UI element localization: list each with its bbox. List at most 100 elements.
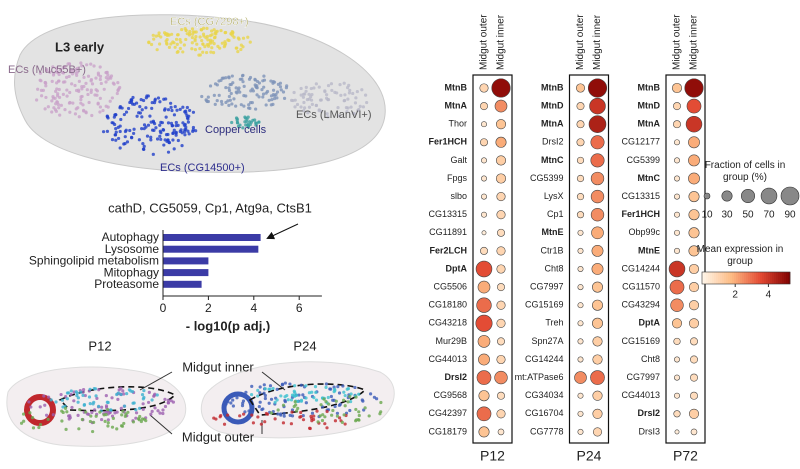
texture-dot bbox=[296, 406, 300, 411]
texture-dot bbox=[148, 114, 152, 118]
texture-dot bbox=[235, 117, 239, 121]
texture-dot bbox=[44, 95, 48, 100]
texture-dot bbox=[272, 80, 277, 84]
texture-dot bbox=[179, 40, 183, 44]
texture-dot bbox=[38, 422, 43, 427]
texture-dot bbox=[180, 143, 184, 148]
texture-dot bbox=[191, 129, 195, 133]
texture-dot bbox=[173, 45, 177, 49]
texture-dot bbox=[193, 48, 198, 52]
texture-dot bbox=[355, 89, 359, 94]
colorbar-tick-label: 4 bbox=[766, 290, 772, 301]
gene-label: CG5399 bbox=[530, 173, 564, 183]
texture-dot bbox=[243, 120, 247, 124]
texture-dot bbox=[121, 409, 125, 413]
colorbar-segment bbox=[740, 272, 743, 284]
dotplot-title: P72 bbox=[673, 448, 698, 464]
texture-dot bbox=[253, 118, 257, 122]
texture-dot bbox=[197, 53, 201, 57]
texture-dot bbox=[206, 38, 210, 42]
dot bbox=[478, 426, 490, 438]
dot bbox=[590, 189, 605, 204]
texture-dot bbox=[323, 90, 327, 94]
texture-dot bbox=[76, 66, 80, 70]
texture-dot bbox=[104, 76, 108, 80]
texture-dot bbox=[269, 397, 274, 401]
texture-dot bbox=[201, 42, 205, 46]
texture-dot bbox=[120, 413, 124, 417]
texture-dot bbox=[242, 104, 246, 108]
texture-dot bbox=[55, 87, 59, 91]
texture-dot bbox=[157, 31, 161, 35]
texture-dot bbox=[230, 33, 235, 37]
dot bbox=[577, 338, 584, 345]
texture-dot bbox=[110, 396, 114, 400]
dot bbox=[497, 337, 505, 346]
texture-dot bbox=[87, 100, 91, 105]
dot bbox=[592, 408, 603, 419]
colorbar-segment bbox=[724, 272, 727, 284]
texture-dot bbox=[152, 101, 157, 105]
texture-dot bbox=[194, 129, 198, 133]
texture-dot bbox=[100, 405, 104, 409]
texture-dot bbox=[231, 404, 235, 408]
colorbar-segment bbox=[710, 272, 713, 284]
colorbar-segment bbox=[746, 272, 749, 284]
texture-dot bbox=[155, 48, 159, 52]
texture-dot bbox=[312, 396, 316, 400]
texture-dot bbox=[164, 97, 168, 101]
dot bbox=[477, 335, 491, 348]
texture-dot bbox=[259, 422, 263, 426]
texture-dot bbox=[256, 388, 260, 392]
texture-dot bbox=[81, 387, 86, 392]
colorbar-segment bbox=[720, 272, 723, 284]
dot bbox=[495, 155, 507, 166]
texture-dot bbox=[106, 407, 110, 412]
dot bbox=[577, 356, 584, 363]
texture-dot bbox=[333, 419, 338, 423]
texture-dot bbox=[155, 137, 160, 141]
dot bbox=[674, 429, 680, 435]
texture-dot bbox=[227, 94, 231, 99]
x-tick-label: 6 bbox=[296, 301, 303, 315]
texture-dot bbox=[311, 417, 316, 422]
texture-dot bbox=[330, 88, 334, 93]
texture-dot bbox=[308, 426, 312, 431]
texture-dot bbox=[333, 404, 337, 409]
texture-dot bbox=[351, 91, 355, 96]
texture-dot bbox=[123, 135, 127, 139]
texture-dot bbox=[329, 82, 334, 86]
texture-dot bbox=[357, 418, 361, 422]
texture-dot bbox=[281, 403, 286, 407]
texture-dot bbox=[185, 105, 189, 110]
texture-dot bbox=[141, 147, 146, 151]
colorbar-segment bbox=[738, 272, 741, 284]
texture-dot bbox=[98, 77, 102, 82]
texture-dot bbox=[150, 100, 154, 105]
gene-label: CG15169 bbox=[525, 300, 564, 310]
texture-dot bbox=[71, 68, 75, 73]
texture-dot bbox=[65, 410, 69, 414]
texture-dot bbox=[341, 398, 346, 402]
tissue-ring bbox=[24, 394, 56, 426]
dot bbox=[480, 138, 488, 147]
texture-dot bbox=[304, 85, 308, 89]
texture-dot bbox=[121, 389, 125, 393]
texture-dot bbox=[67, 414, 71, 418]
bar bbox=[163, 269, 209, 277]
texture-dot bbox=[122, 392, 126, 396]
texture-dot bbox=[166, 401, 170, 405]
texture-dot bbox=[223, 42, 228, 46]
texture-dot bbox=[74, 71, 78, 75]
colorbar-segment bbox=[780, 272, 783, 284]
texture-dot bbox=[276, 412, 280, 416]
texture-dot bbox=[147, 41, 151, 45]
texture-dot bbox=[241, 36, 246, 40]
texture-dot bbox=[326, 83, 331, 88]
texture-dot bbox=[342, 81, 346, 85]
texture-dot bbox=[90, 410, 94, 415]
texture-dot bbox=[70, 82, 74, 86]
x-tick-label: 4 bbox=[250, 301, 257, 315]
colorbar-segment bbox=[768, 272, 771, 284]
texture-dot bbox=[27, 400, 31, 404]
